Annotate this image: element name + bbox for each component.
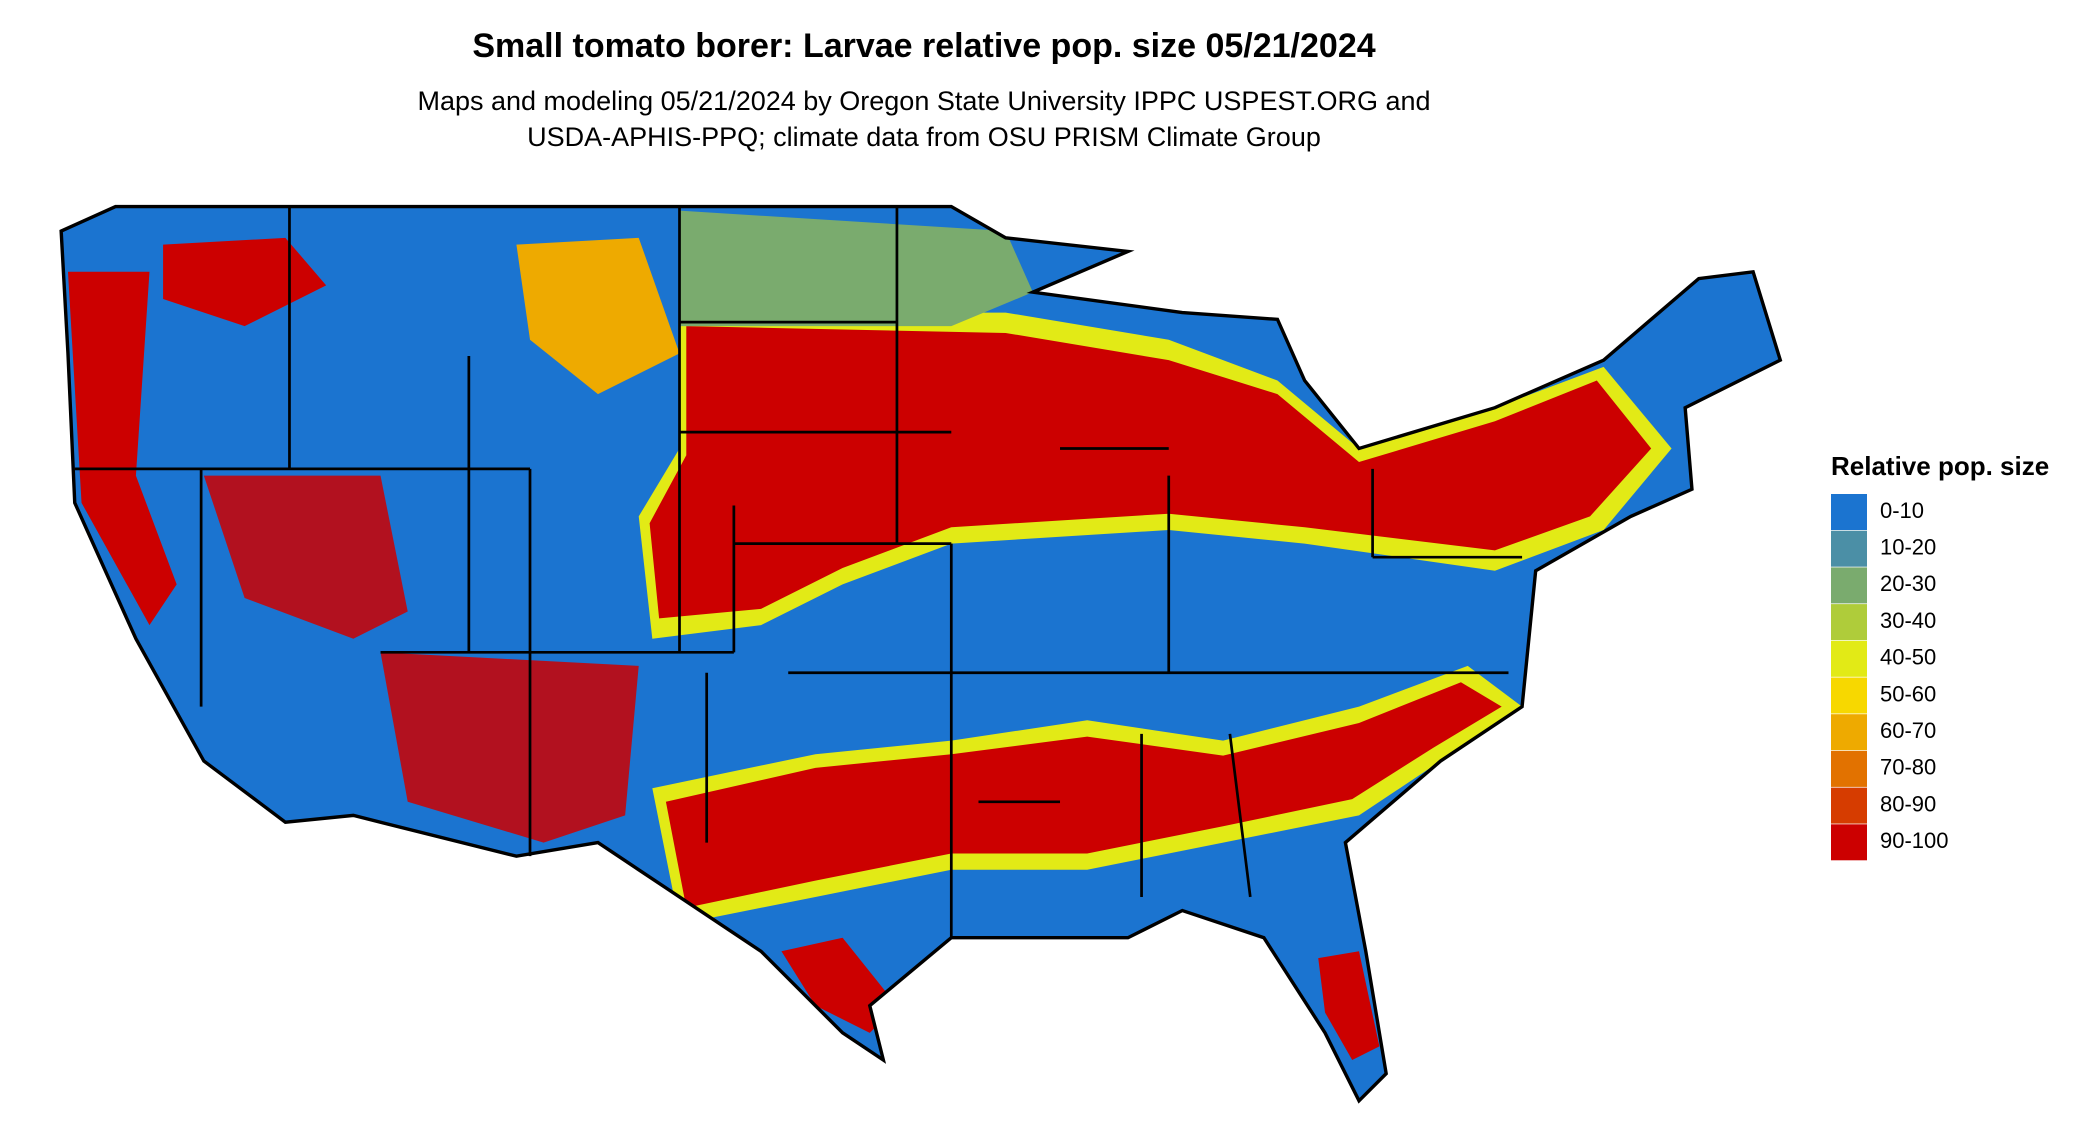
legend-label: 40-50	[1880, 645, 1936, 670]
legend-label: 60-70	[1880, 718, 1936, 743]
legend-title: Relative pop. size	[1831, 451, 2049, 481]
legend-label: 30-40	[1880, 608, 1936, 633]
legend-swatch	[1831, 530, 1867, 567]
legend-swatch	[1831, 714, 1867, 751]
legend-label: 80-90	[1880, 791, 1936, 816]
legend-swatch	[1831, 750, 1867, 787]
legend: 0-10 10-20 20-30 30-40 40-50 50-60 60-70 70-80 8…	[1831, 494, 1949, 861]
legend-swatch	[1831, 824, 1867, 861]
legend-label: 10-20	[1880, 535, 1936, 560]
legend-swatch	[1831, 494, 1867, 530]
legend-label: 50-60	[1880, 681, 1936, 706]
subtitle: USDA-APHIS-PPQ; climate data from OSU PR…	[527, 122, 1321, 152]
legend-swatch	[1831, 640, 1867, 677]
legend-swatch	[1831, 787, 1867, 824]
legend-swatch	[1831, 677, 1867, 714]
legend-label: 70-80	[1880, 755, 1936, 780]
legend-swatch	[1831, 567, 1867, 604]
legend-swatch	[1831, 604, 1867, 641]
subtitle: Maps and modeling 05/21/2024 by Oregon S…	[417, 86, 1430, 116]
legend-label: 90-100	[1880, 828, 1949, 853]
legend-label: 20-30	[1880, 571, 1936, 596]
title: Small tomato borer: Larvae relative pop.…	[472, 27, 1375, 65]
us-map	[59, 204, 1783, 1104]
legend-label: 0-10	[1880, 498, 1924, 523]
